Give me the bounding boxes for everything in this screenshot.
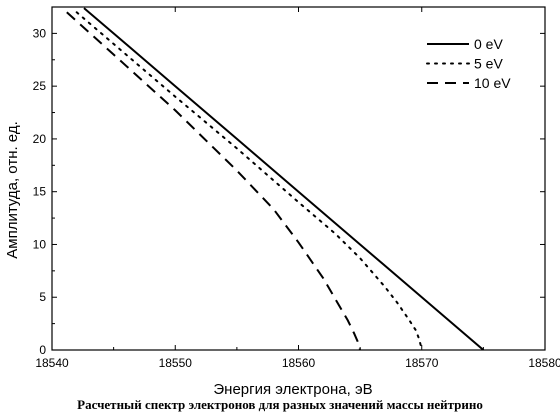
y-tick-label: 5: [39, 290, 46, 304]
plot-frame: [51, 6, 546, 351]
chart: 0 5 10 15 20 25 30 18540 18550 18560 18570 18580 0…: [4, 6, 560, 398]
y-axis-title: Амплитуда, отн. ед.: [4, 121, 21, 258]
y-tick-label: 10: [33, 237, 47, 251]
y-tick-label: 30: [33, 26, 47, 40]
series-line-2: [75, 11, 423, 350]
y-tick-label: 0: [39, 343, 46, 357]
series-line-1: [83, 7, 485, 350]
y-tick-label: 15: [33, 185, 47, 199]
x-tick-label: 18560: [282, 356, 316, 370]
legend: 0 eV 5 eV 10 eV: [426, 36, 511, 91]
x-tick-label: 18580: [528, 356, 560, 370]
series-line-3: [66, 11, 362, 350]
x-tick-label: 18570: [405, 356, 439, 370]
y-tick-label: 25: [33, 79, 47, 93]
legend-label-1: 0 eV: [474, 36, 503, 52]
figure-caption: Расчетный спектр электронов для разных з…: [77, 397, 483, 412]
y-tick-label: 20: [33, 132, 47, 146]
legend-label-3: 10 eV: [474, 75, 511, 91]
legend-label-2: 5 eV: [474, 56, 503, 72]
x-axis-title: Энергия электрона, эВ: [213, 381, 372, 398]
x-tick-label: 18550: [159, 356, 193, 370]
x-tick-label: 18540: [35, 356, 69, 370]
